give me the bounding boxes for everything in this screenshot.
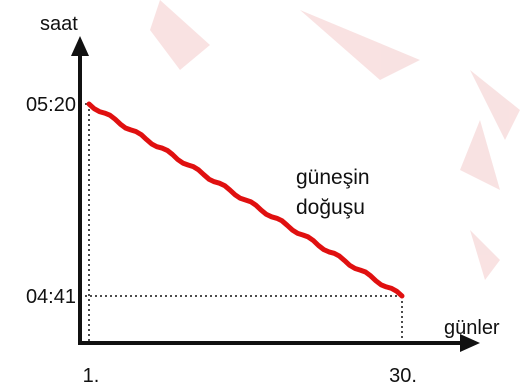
y-axis-label: saat (40, 13, 78, 35)
guide-lines (80, 103, 403, 343)
y-tick-label-start: 05:20 (26, 94, 76, 116)
axes (71, 36, 480, 352)
series-label-line-2: doğuşu (296, 196, 365, 219)
x-axis-label: günler (444, 317, 500, 339)
x-axis-arrowhead (460, 334, 480, 352)
x-tick-label-end: 30. (389, 365, 417, 387)
series-label-line-1: güneşin (296, 166, 370, 189)
y-tick-label-end: 04:41 (26, 286, 76, 308)
x-tick-label-start: 1. (83, 365, 100, 387)
background-watermark (150, 0, 520, 280)
series-line-sunrise (86, 101, 405, 299)
y-axis-arrowhead (71, 36, 89, 56)
